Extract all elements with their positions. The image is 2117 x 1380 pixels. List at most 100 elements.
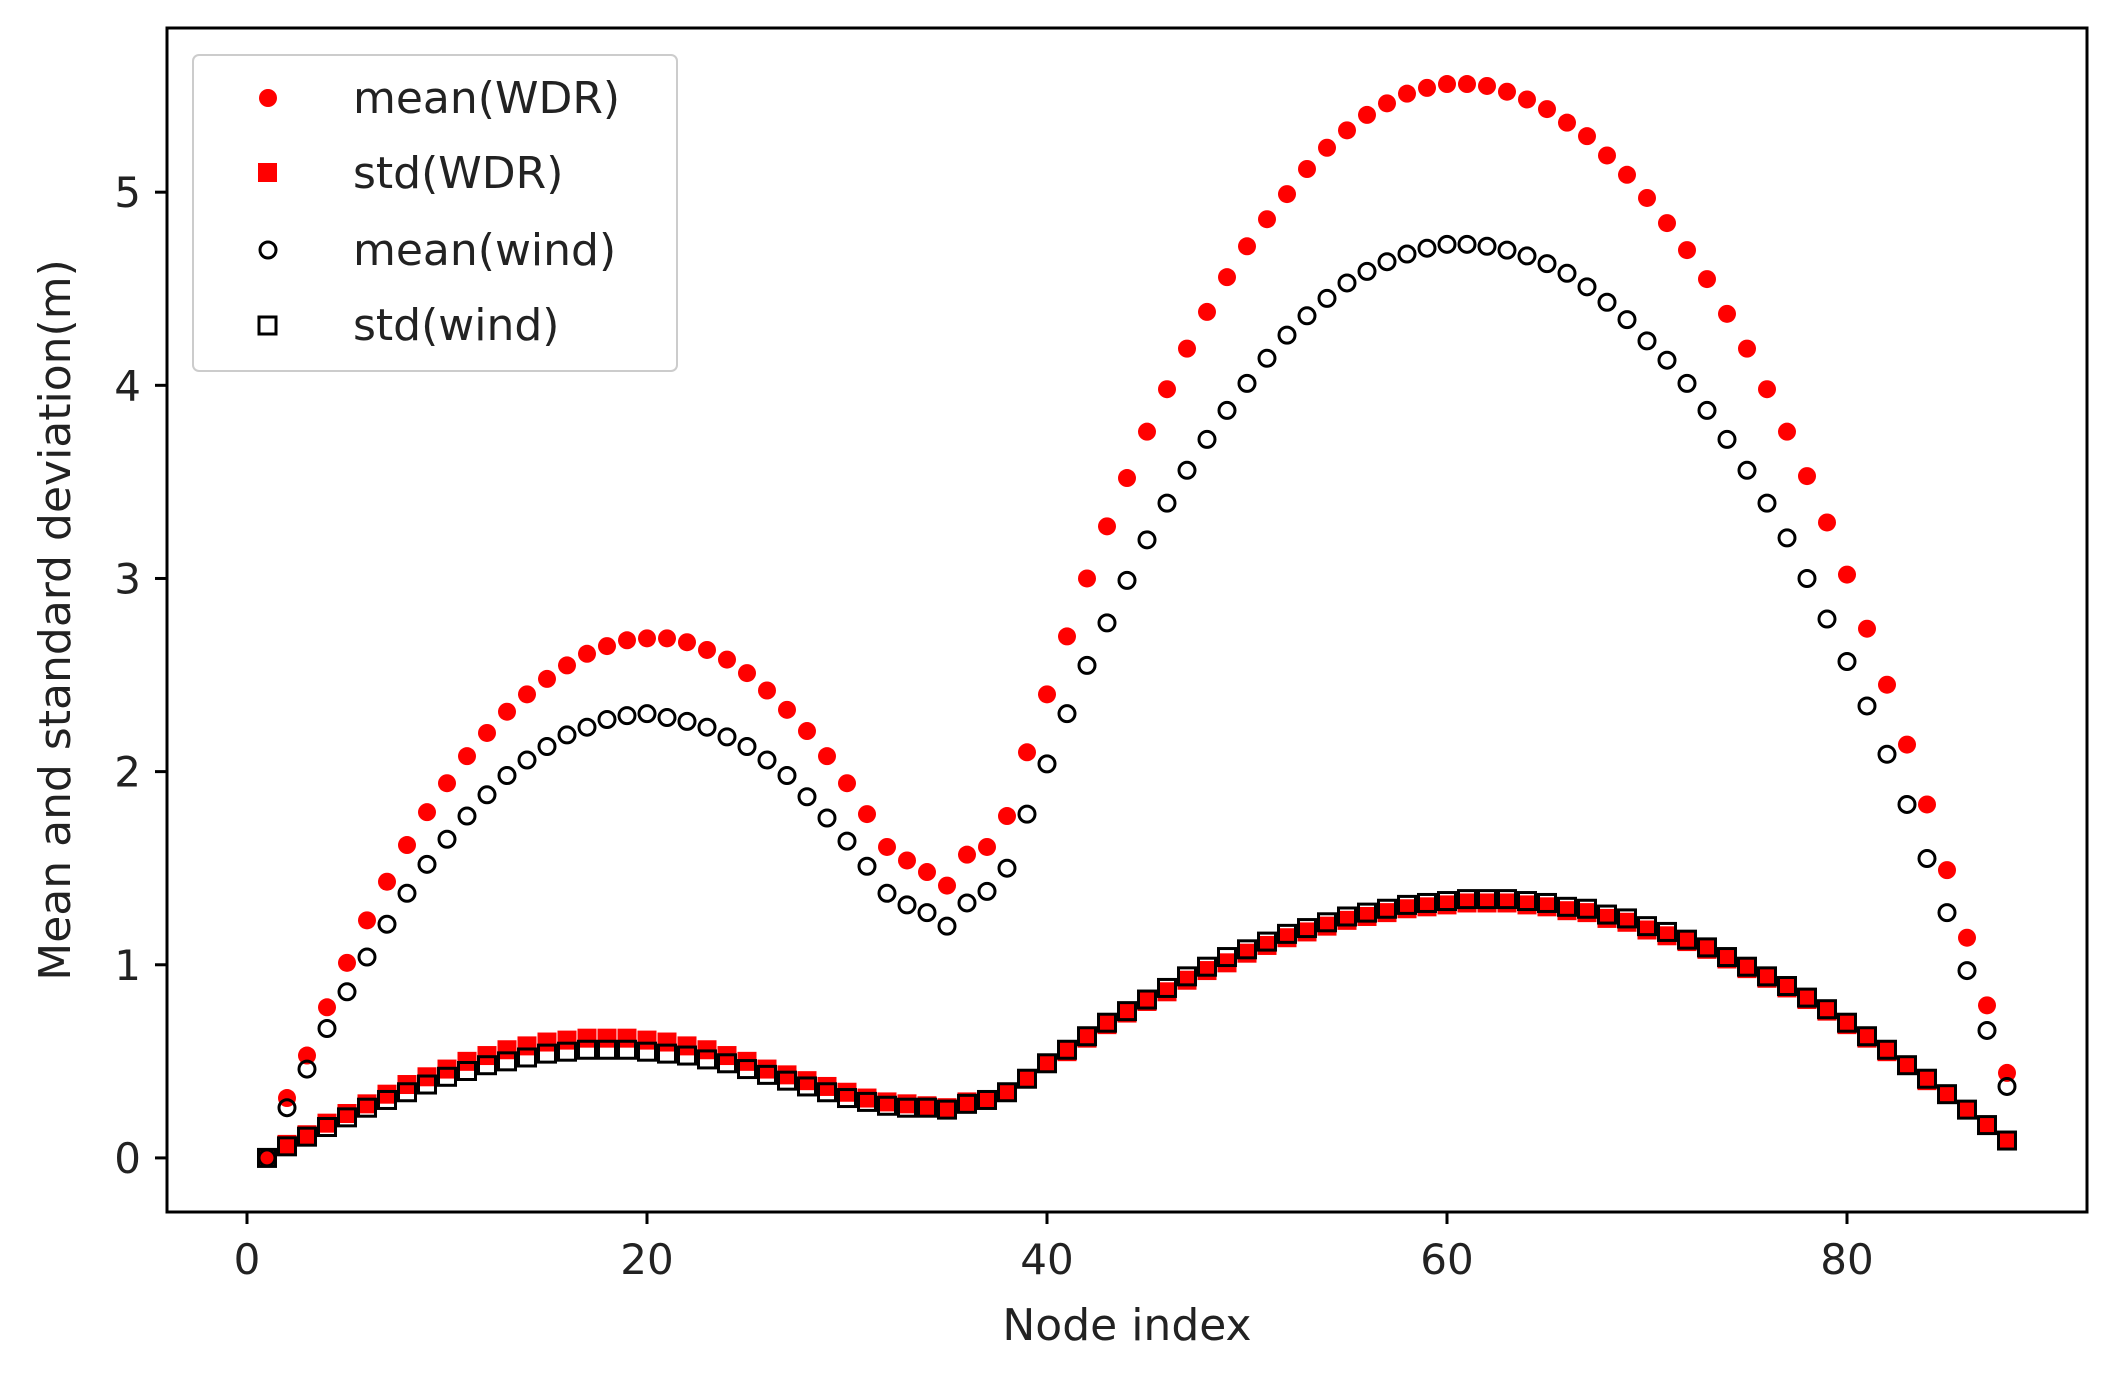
point-mean-wdr [1678, 241, 1696, 260]
point-mean-wdr [1578, 127, 1596, 146]
point-std-wdr [1497, 893, 1517, 913]
point-std-wind [1237, 939, 1257, 960]
point-std-wdr [937, 1098, 957, 1118]
point-std-wdr [1697, 939, 1717, 959]
legend-marker-mean-wdr [259, 89, 277, 107]
point-std-wind [1277, 923, 1297, 944]
point-std-wind [777, 1070, 797, 1091]
point-mean-wdr [1378, 94, 1396, 113]
point-std-wind [1777, 976, 1797, 997]
point-mean-wdr [1038, 685, 1056, 704]
point-std-wind [417, 1074, 437, 1095]
point-std-wind [757, 1064, 777, 1085]
point-std-wind [1457, 889, 1477, 910]
point-std-wind [1417, 892, 1437, 913]
point-std-wdr [857, 1088, 877, 1108]
point-std-wind [1597, 904, 1617, 925]
point-std-wind [317, 1117, 337, 1138]
x-tick-label: 60 [1420, 1235, 1473, 1284]
point-std-wind [1617, 908, 1637, 929]
point-mean-wdr [1518, 90, 1536, 109]
point-std-wdr [1257, 935, 1277, 955]
point-std-wind [1097, 1012, 1117, 1033]
point-mean-wdr [858, 805, 876, 824]
point-std-wdr [1857, 1028, 1877, 1048]
point-mean-wind [817, 808, 837, 828]
point-std-wind [577, 1039, 597, 1060]
point-std-wind [1297, 918, 1317, 939]
point-std-wdr [1377, 903, 1397, 923]
point-std-wind [877, 1095, 897, 1116]
point-std-wind [1017, 1068, 1037, 1089]
point-std-wind [1117, 1001, 1137, 1022]
point-mean-wind [337, 982, 357, 1002]
point-std-wdr [497, 1040, 517, 1060]
point-mean-wind [1957, 961, 1977, 981]
point-std-wdr [1737, 959, 1757, 979]
point-std-wdr [597, 1028, 617, 1048]
point-mean-wdr [1418, 78, 1436, 97]
point-mean-wind [1557, 263, 1577, 283]
point-mean-wind [1117, 570, 1137, 590]
point-std-wind [1137, 989, 1157, 1010]
point-std-wind [1637, 916, 1657, 937]
y-tick-label: 4 [114, 361, 141, 410]
point-mean-wind [557, 725, 577, 745]
point-mean-wind [897, 895, 917, 915]
point-mean-wdr [1738, 339, 1756, 358]
x-tick-label: 0 [234, 1235, 261, 1284]
point-mean-wind [677, 711, 697, 731]
point-std-wind [1557, 896, 1577, 917]
legend-marker-std-wind [257, 315, 278, 336]
point-mean-wind [1857, 696, 1877, 716]
point-std-wdr [817, 1076, 837, 1096]
point-std-wind [1477, 889, 1497, 910]
point-mean-wdr [838, 774, 856, 793]
point-mean-wind [697, 717, 717, 737]
point-std-wind [277, 1136, 297, 1157]
point-mean-wind [1257, 348, 1277, 368]
point-mean-wind [1417, 238, 1437, 258]
point-mean-wind [1277, 325, 1297, 345]
point-mean-wind [477, 785, 497, 805]
point-std-wind [737, 1059, 757, 1080]
point-mean-wind [497, 765, 517, 785]
point-mean-wind [1337, 273, 1357, 293]
point-std-wind [1057, 1039, 1077, 1060]
point-mean-wdr [1358, 105, 1376, 124]
point-mean-wdr [438, 774, 456, 793]
point-mean-wdr [718, 650, 736, 669]
point-mean-wind [1737, 460, 1757, 480]
legend-marker-mean-wind [258, 240, 278, 260]
point-mean-wdr [1178, 339, 1196, 358]
point-std-wind [1757, 966, 1777, 987]
point-std-wdr [657, 1032, 677, 1052]
point-std-wind [1077, 1026, 1097, 1047]
point-std-wind [917, 1097, 937, 1118]
point-mean-wind [397, 883, 417, 903]
point-mean-wind [1197, 429, 1217, 449]
point-std-wdr [1177, 970, 1197, 990]
point-std-wind [457, 1061, 477, 1082]
point-std-wdr [1297, 922, 1317, 942]
point-std-wdr [757, 1059, 777, 1079]
point-std-wind [497, 1051, 517, 1072]
point-mean-wdr [1638, 188, 1656, 207]
point-std-wdr [1577, 903, 1597, 923]
point-mean-wdr [1138, 422, 1156, 441]
point-std-wind [1937, 1084, 1957, 1105]
point-mean-wind [1457, 234, 1477, 254]
point-std-wdr [1637, 920, 1657, 940]
point-mean-wdr [1898, 735, 1916, 754]
point-std-wind [1837, 1012, 1857, 1033]
point-mean-wind [1017, 804, 1037, 824]
point-mean-wdr [1258, 210, 1276, 229]
point-std-wind [897, 1097, 917, 1118]
point-std-wdr [997, 1082, 1017, 1102]
point-std-wind [1037, 1053, 1057, 1074]
point-std-wind [1817, 999, 1837, 1020]
point-std-wind [1657, 921, 1677, 942]
point-std-wdr [1017, 1069, 1037, 1089]
point-mean-wdr [698, 640, 716, 659]
point-mean-wdr [1838, 565, 1856, 584]
